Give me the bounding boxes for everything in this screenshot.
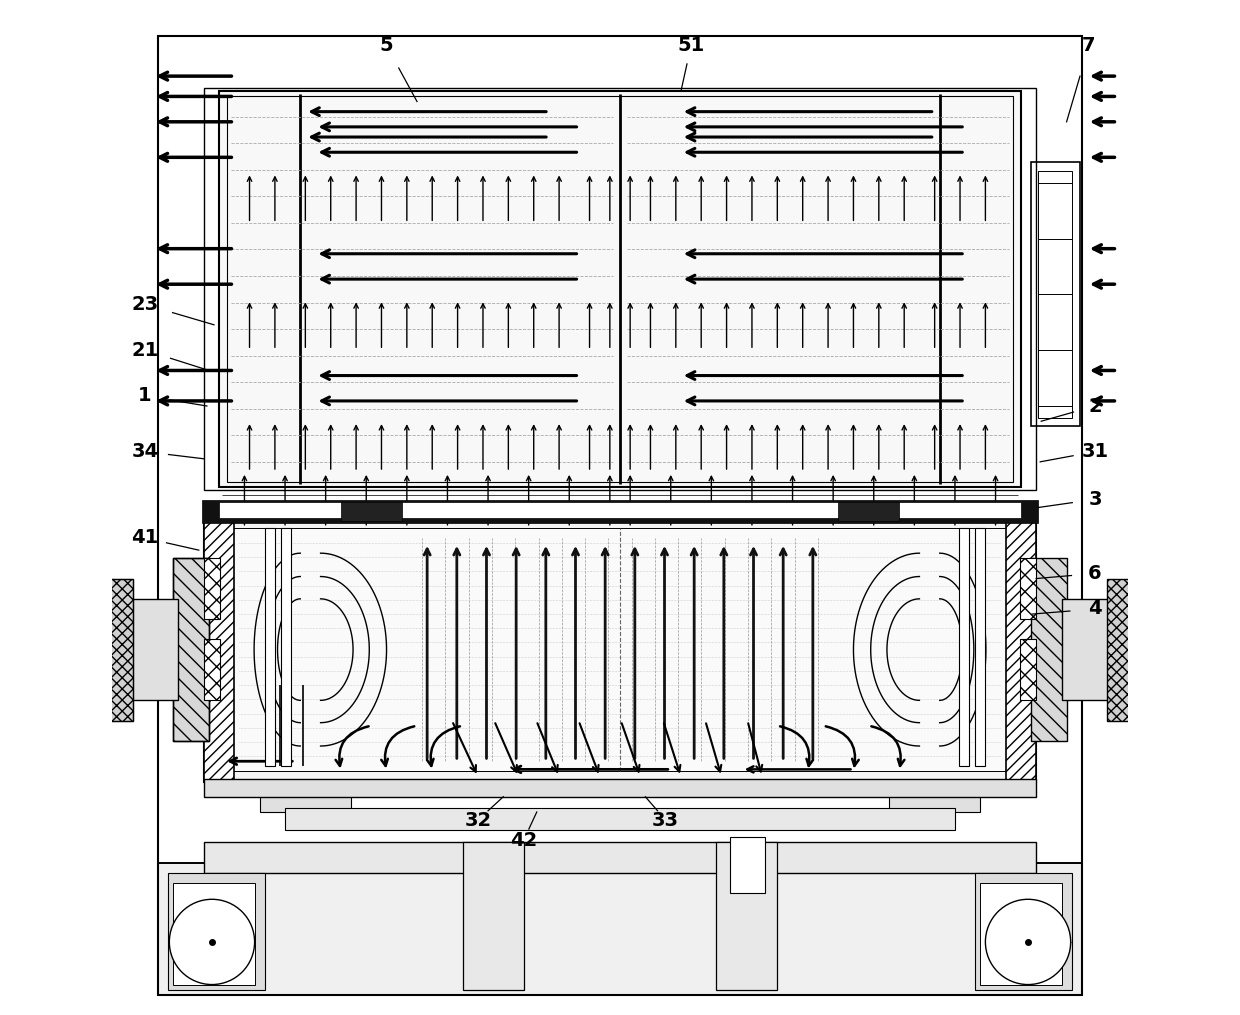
Bar (47, 614, 77, 685)
Bar (1006, 518, 1037, 782)
Bar (159, 863, 1081, 995)
Text: 41: 41 (131, 529, 159, 547)
Bar (889, 792, 981, 812)
Bar (174, 558, 208, 741)
Bar (975, 873, 1071, 990)
Bar (285, 808, 955, 830)
Bar (838, 502, 899, 521)
Bar (341, 502, 402, 521)
Bar (463, 842, 523, 990)
Text: 33: 33 (652, 811, 680, 829)
Bar (72, 579, 133, 721)
Text: 6: 6 (1089, 564, 1102, 583)
Bar (1107, 579, 1168, 721)
Bar (975, 528, 986, 766)
Bar (219, 528, 1021, 771)
Text: 42: 42 (510, 831, 537, 850)
Bar (959, 528, 970, 766)
Bar (203, 558, 219, 619)
Bar (203, 842, 1037, 873)
Bar (729, 837, 765, 893)
Bar (1021, 639, 1037, 700)
Bar (202, 500, 1038, 523)
Bar (227, 96, 1013, 482)
Bar (1061, 599, 1112, 700)
Bar (203, 518, 1037, 782)
Bar (219, 91, 1021, 487)
Bar (1021, 558, 1037, 619)
Circle shape (170, 899, 254, 985)
Text: 2: 2 (1089, 397, 1102, 415)
Bar (159, 863, 1081, 995)
Bar (72, 579, 133, 721)
Bar (1032, 162, 1080, 426)
Bar (203, 639, 219, 700)
Bar (174, 883, 254, 985)
Text: 32: 32 (464, 811, 491, 829)
Text: 21: 21 (131, 341, 159, 359)
Bar (219, 502, 1021, 518)
Bar (265, 528, 275, 766)
Circle shape (986, 899, 1070, 985)
Text: 51: 51 (677, 37, 704, 55)
Bar (1032, 558, 1066, 741)
Bar (128, 599, 179, 700)
Bar (203, 779, 1037, 797)
Bar (1163, 614, 1193, 685)
Bar (281, 528, 291, 766)
Bar (203, 88, 1037, 490)
Text: 3: 3 (1089, 490, 1102, 509)
Bar (981, 883, 1061, 985)
Text: 31: 31 (1081, 443, 1109, 461)
Text: 7: 7 (1083, 37, 1096, 55)
Bar (259, 792, 351, 812)
Bar (1038, 171, 1071, 418)
Text: 4: 4 (1089, 600, 1102, 618)
Text: 34: 34 (131, 443, 159, 461)
Text: 1: 1 (138, 387, 151, 405)
Bar (717, 842, 777, 990)
Bar (174, 558, 208, 741)
Bar (169, 873, 265, 990)
Bar (203, 518, 234, 782)
Text: 5: 5 (379, 37, 393, 55)
Text: 23: 23 (131, 295, 159, 314)
